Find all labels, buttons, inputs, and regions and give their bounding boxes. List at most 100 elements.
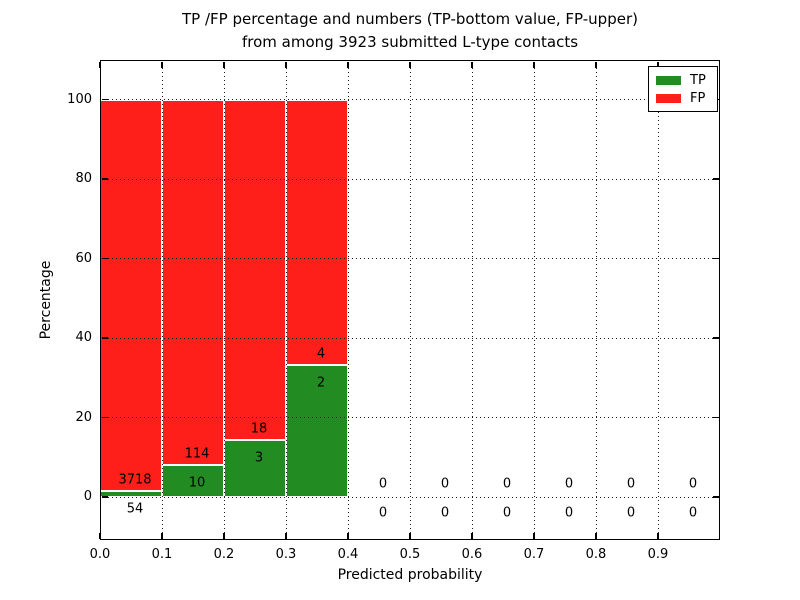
x-tick (409, 61, 411, 68)
legend: TP FP (648, 66, 718, 112)
x-tick-label: 0.4 (337, 547, 359, 562)
grid-line-v (223, 60, 225, 540)
x-tick-label: 0.0 (89, 547, 111, 562)
grid-line-h (100, 337, 720, 339)
x-tick-label: 0.5 (399, 547, 421, 562)
y-tick (101, 178, 108, 180)
chart-title-line1: TP /FP percentage and numbers (TP-bottom… (182, 10, 638, 28)
fp-count-label: 18 (250, 421, 268, 437)
y-tick (712, 416, 719, 419)
tp-count-label: 0 (626, 505, 636, 521)
x-tick (533, 532, 535, 539)
y-tick (101, 337, 108, 339)
grid-line-v (657, 60, 659, 540)
tp-count-label: 54 (126, 501, 144, 517)
fp-count-label: 0 (378, 476, 388, 492)
bar-segment-fp (224, 99, 286, 441)
x-tick (285, 61, 287, 68)
y-tick-label: 40 (75, 330, 92, 345)
legend-row-tp: TP (656, 74, 717, 87)
tp-count-label: 0 (688, 505, 698, 521)
grid-line-v (471, 60, 473, 540)
fp-count-label: 114 (184, 446, 210, 462)
y-tick (712, 337, 719, 339)
tp-count-label: 0 (564, 505, 574, 521)
bar-segment-tp (162, 464, 224, 497)
x-tick (533, 61, 535, 68)
y-tick (101, 257, 108, 260)
x-tick (285, 532, 287, 539)
y-tick (712, 178, 719, 180)
x-tick (595, 532, 597, 539)
tp-count-label: 10 (188, 475, 206, 491)
fp-swatch-icon (656, 93, 681, 103)
x-tick (99, 61, 101, 68)
y-tick (101, 98, 108, 101)
fp-count-label: 0 (626, 476, 636, 492)
grid-line-h (100, 496, 720, 498)
legend-label-tp: TP (690, 72, 706, 88)
legend-row-fp: FP (656, 92, 717, 105)
x-tick (223, 61, 225, 68)
grid-line-v (347, 60, 349, 540)
fp-count-label: 0 (440, 476, 450, 492)
bar-segment-fp (100, 99, 162, 492)
y-tick-label: 100 (67, 91, 92, 107)
x-tick (347, 532, 349, 539)
x-tick (161, 532, 163, 539)
y-tick (101, 416, 108, 419)
bar-segment-tp (224, 440, 286, 497)
x-tick (657, 532, 659, 539)
x-tick (161, 61, 163, 68)
x-tick-label: 0.3 (275, 547, 297, 562)
tp-count-label: 3 (254, 450, 264, 466)
x-tick-label: 0.1 (151, 547, 173, 562)
x-tick-label: 0.8 (585, 547, 607, 562)
tp-count-label: 2 (316, 375, 326, 390)
y-tick-label: 60 (75, 250, 92, 266)
x-tick (657, 61, 659, 68)
y-tick (101, 496, 108, 498)
plot-area: TP FP 3718 54 114 10 18 3 4 2 0 0 0 0 0 0 0 0 0 0 0 0 (99, 60, 720, 540)
grid-line-v (161, 60, 163, 540)
tp-swatch-icon (656, 75, 681, 85)
x-axis-label: Predicted probability (337, 567, 483, 583)
grid-line-h (100, 258, 720, 259)
x-tick (409, 532, 411, 539)
bar-segment-fp (286, 99, 348, 365)
x-tick (471, 532, 473, 539)
y-tick-label: 20 (75, 409, 92, 425)
x-tick-label: 0.7 (523, 547, 545, 562)
fp-count-label: 4 (316, 346, 326, 361)
y-tick-label: 0 (83, 489, 92, 504)
grid-line-h (100, 178, 720, 180)
fp-count-label: 3718 (118, 472, 152, 488)
y-tick-label: 80 (75, 171, 92, 186)
chart-title: TP /FP percentage and numbers (TP-bottom… (100, 8, 720, 54)
x-tick (99, 532, 101, 539)
x-tick (347, 61, 349, 68)
y-tick (712, 257, 719, 260)
tp-count-label: 0 (440, 505, 450, 521)
legend-label-fp: FP (690, 90, 706, 106)
bar-segment-fp (162, 99, 224, 465)
x-tick (595, 61, 597, 68)
y-tick (712, 496, 719, 498)
tp-count-label: 0 (502, 505, 512, 521)
y-axis-label: Percentage (38, 260, 54, 340)
grid-line-v (533, 60, 535, 540)
chart-title-line2: from among 3923 submitted L-type contact… (241, 33, 579, 51)
grid-line-v (285, 60, 287, 540)
grid-line-h (100, 417, 720, 418)
grid-line-v (595, 60, 597, 540)
x-tick (471, 61, 473, 68)
x-tick (223, 532, 225, 539)
grid-line-v (409, 60, 411, 540)
tp-count-label: 0 (378, 505, 388, 521)
fp-count-label: 0 (688, 476, 698, 492)
fp-count-label: 0 (502, 476, 512, 492)
x-tick-label: 0.2 (213, 547, 235, 562)
x-tick-label: 0.9 (647, 547, 669, 562)
x-tick-label: 0.6 (461, 547, 483, 562)
